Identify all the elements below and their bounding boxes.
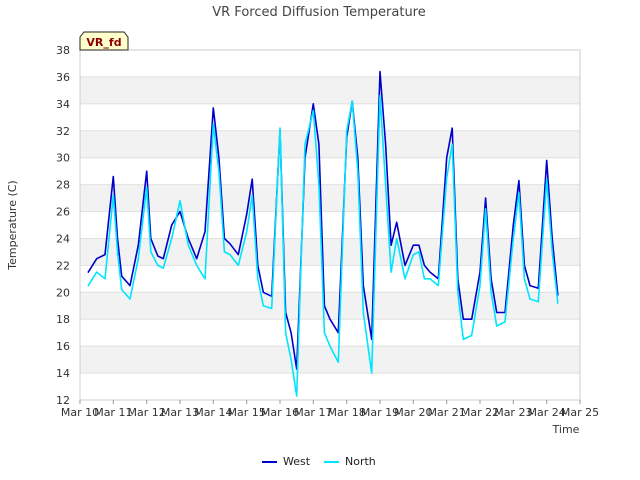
x-tick-label: Mar 24 [528,406,566,419]
x-tick-label: Mar 21 [428,406,466,419]
y-tick-label: 36 [56,71,70,84]
y-tick-label: 28 [56,179,70,192]
y-tick-label: 22 [56,259,70,272]
y-axis-ticks: 12 14 16 18 20 22 24 26 28 30 32 34 36 38 [56,44,70,407]
x-tick-label: Mar 15 [228,406,266,419]
grid-band [80,76,580,104]
x-tick-label: Mar 22 [461,406,499,419]
legend-label-west: West [283,455,311,468]
grid-band [80,238,580,266]
grid-band [80,292,580,320]
grid-bands [80,76,580,374]
y-tick-label: 32 [56,125,70,138]
y-tick-label: 18 [56,313,70,326]
y-tick-label: 24 [56,232,70,245]
y-tick-label: 38 [56,44,70,57]
grid-band [80,130,580,158]
y-tick-label: 20 [56,286,70,299]
x-axis-title: Time [552,423,580,436]
x-tick-label: Mar 23 [494,406,532,419]
grid-band [80,346,580,374]
x-tick-label: Mar 10 [61,406,99,419]
x-tick-label: Mar 20 [394,406,432,419]
series-badge: VR_fd [79,31,129,51]
x-tick-label: Mar 25 [561,406,599,419]
x-tick-label: Mar 18 [328,406,366,419]
legend-label-north: North [345,455,376,468]
grid-band [80,184,580,212]
y-tick-label: 30 [56,152,70,165]
plot-frame [79,49,581,401]
y-tick-label: 14 [56,367,70,380]
series-line-north [87,95,559,397]
series-layer [87,70,559,397]
y-tick-label: 12 [56,394,70,407]
x-tick-label: Mar 12 [128,406,166,419]
y-tick-label: 16 [56,340,70,353]
x-tick-label: Mar 16 [261,406,299,419]
x-tick-label: Mar 19 [361,406,399,419]
y-axis-title: Temperature (C) [6,180,19,270]
badge-label: VR_fd [86,36,121,49]
x-tick-label: Mar 17 [294,406,332,419]
x-tick-label: Mar 14 [194,406,232,419]
x-tick-label: Mar 11 [94,406,132,419]
x-tick-label: Mar 13 [161,406,199,419]
badge-box [79,31,129,51]
legend: West North [262,455,376,468]
y-tick-label: 34 [56,98,70,111]
y-tick-label: 26 [56,206,70,219]
chart-title: VR Forced Diffusion Temperature [212,5,426,20]
series-line-west [87,70,559,370]
